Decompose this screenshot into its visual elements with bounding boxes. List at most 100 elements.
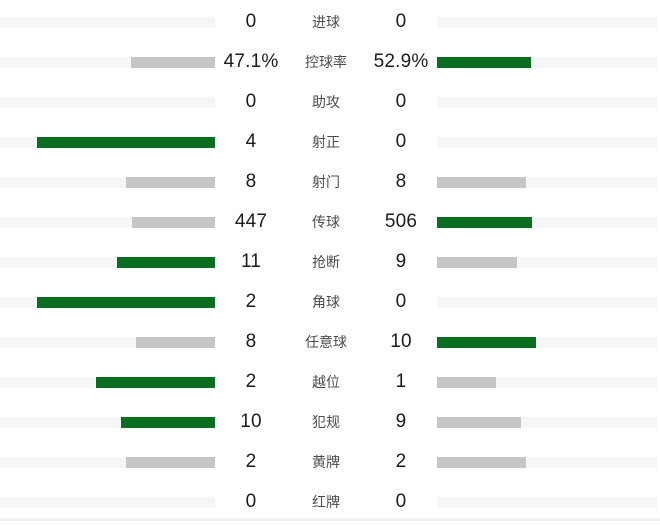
away-bar-cell [437,336,660,348]
away-bar-cell [437,456,660,468]
home-bar-track [0,56,215,68]
home-bar-cell [0,416,215,428]
stat-row: 47.1% 控球率 52.9% [0,42,660,82]
away-bar-cell [437,216,660,228]
away-value: 0 [395,11,407,32]
away-value: 0 [395,291,407,312]
home-bar-fill [126,176,215,188]
home-value: 2 [245,291,257,312]
away-bar-cell [437,416,660,428]
away-bar-cell [437,256,660,268]
home-bar-track [0,376,215,388]
home-bar-track [0,416,215,428]
stat-row: 447 传球 506 [0,202,660,242]
away-value: 0 [395,91,407,112]
home-bar-cell [0,176,215,188]
away-bar-cell [437,96,660,108]
stat-row: 4 射正 0 [0,122,660,162]
away-bar-track [437,296,657,308]
stat-label: 传球 [312,214,340,230]
home-bar-cell [0,56,215,68]
away-bar-track [437,96,657,108]
away-bar-fill [437,256,517,268]
home-bar-cell [0,256,215,268]
home-bar-track [0,256,215,268]
home-bar-track [0,496,215,508]
home-bar-cell [0,456,215,468]
away-bar-cell [437,16,660,28]
away-bar-fill [437,416,521,428]
away-bar-track [437,56,657,68]
home-value: 4 [245,131,257,152]
home-bar-fill [132,216,215,228]
stat-label: 角球 [312,294,340,310]
home-bar-fill [96,376,215,388]
home-bar-cell [0,376,215,388]
home-bar-track [0,456,215,468]
home-value: 0 [245,491,257,512]
away-bar-fill [437,216,532,228]
home-bar-fill [121,416,215,428]
home-value: 2 [245,451,257,472]
away-value: 2 [395,451,407,472]
stat-label: 射门 [312,174,340,190]
stat-label: 助攻 [312,94,340,110]
home-bar-track [0,216,215,228]
home-bar-track [0,296,215,308]
home-bar-track [0,336,215,348]
bottom-divider [0,518,660,521]
away-bar-cell [437,136,660,148]
away-value: 9 [395,411,407,432]
away-bar-track [437,216,657,228]
away-value: 9 [395,251,407,272]
home-value: 8 [245,331,257,352]
stat-row: 0 红牌 0 [0,482,660,522]
home-bar-cell [0,216,215,228]
away-bar-cell [437,176,660,188]
stat-label: 犯规 [312,414,340,430]
away-value: 10 [390,331,412,352]
away-bar-fill [437,376,496,388]
home-bar-fill [131,56,215,68]
away-bar-track [437,176,657,188]
stat-row: 11 抢断 9 [0,242,660,282]
away-value: 0 [395,131,407,152]
away-bar-fill [437,336,536,348]
stat-label: 黄牌 [312,454,340,470]
away-bar-fill [437,176,526,188]
home-value: 11 [240,251,262,272]
home-bar-fill [126,456,215,468]
home-bar-cell [0,96,215,108]
stat-label: 进球 [312,14,340,30]
away-bar-fill [437,56,531,68]
away-bar-track [437,16,657,28]
away-bar-track [437,456,657,468]
away-bar-track [437,336,657,348]
stat-row: 2 越位 1 [0,362,660,402]
home-bar-fill [136,336,215,348]
stat-label: 越位 [312,374,340,390]
stat-row: 0 进球 0 [0,2,660,42]
home-value: 10 [240,411,262,432]
away-bar-track [437,416,657,428]
home-value: 47.1% [223,51,279,72]
home-bar-cell [0,336,215,348]
away-value: 52.9% [373,51,429,72]
stat-label: 红牌 [312,494,340,510]
home-bar-cell [0,296,215,308]
home-value: 2 [245,371,257,392]
stat-label: 任意球 [305,334,347,350]
home-bar-fill [37,136,215,148]
home-value: 447 [234,211,268,232]
home-bar-track [0,176,215,188]
stat-label: 抢断 [312,254,340,270]
stat-row: 8 射门 8 [0,162,660,202]
stat-label: 射正 [312,134,340,150]
home-value: 0 [245,11,257,32]
away-bar-cell [437,496,660,508]
home-bar-track [0,136,215,148]
away-bar-cell [437,376,660,388]
home-value: 0 [245,91,257,112]
